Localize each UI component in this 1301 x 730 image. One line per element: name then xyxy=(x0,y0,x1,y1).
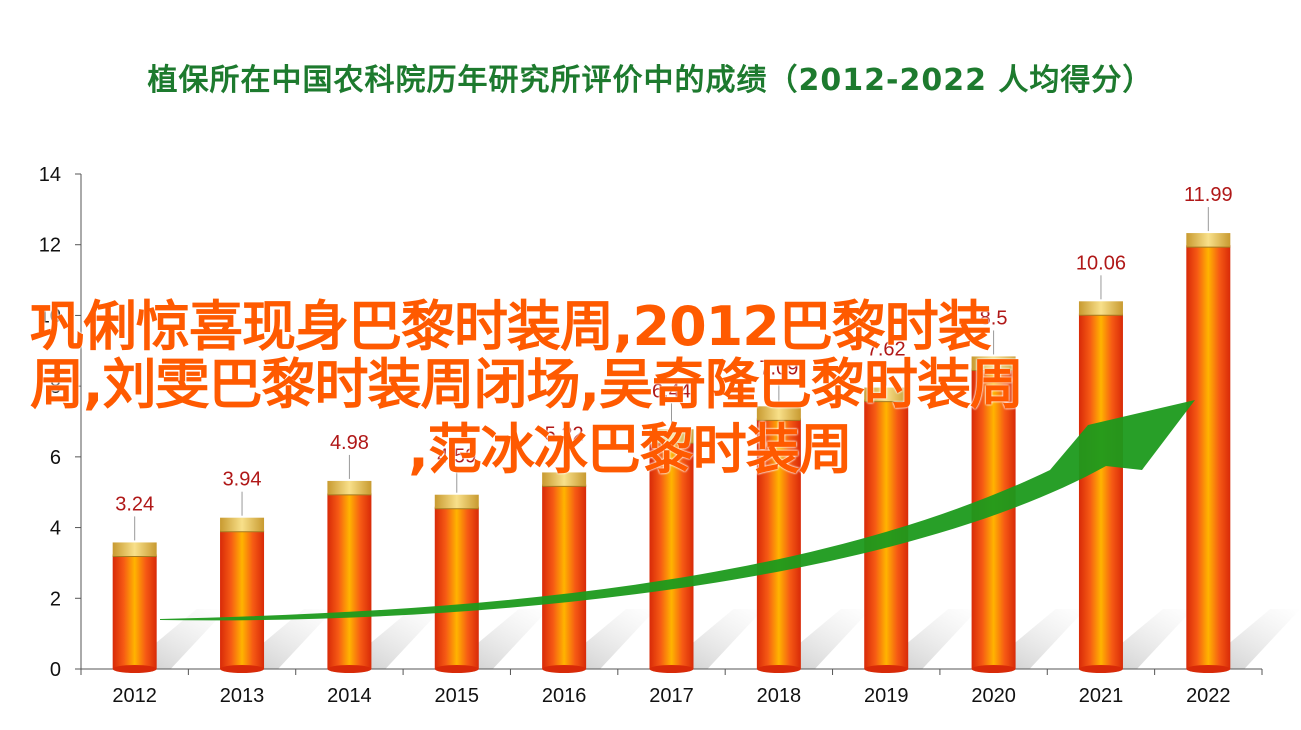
x-tick-label: 2014 xyxy=(327,685,372,707)
x-tick-label: 2021 xyxy=(1079,685,1124,707)
x-tick-label: 2019 xyxy=(864,685,909,707)
overlay-text-line-3: ,范冰冰巴黎时装周 xyxy=(408,418,853,481)
data-label: 11.99 xyxy=(1184,184,1233,206)
x-tick-label: 2017 xyxy=(649,685,694,707)
chart-title: 植保所在中国农科院历年研究所评价中的成绩（2012-2022 人均得分） xyxy=(147,63,1154,98)
bar xyxy=(327,492,372,669)
x-tick-label: 2018 xyxy=(757,685,802,707)
bar-base xyxy=(220,665,265,673)
bar-base xyxy=(434,665,479,673)
x-tick-label: 2015 xyxy=(435,685,480,707)
bar-base xyxy=(1078,665,1123,673)
x-tick-label: 2016 xyxy=(542,685,587,707)
data-label: 7.09 xyxy=(759,357,798,379)
data-label: 10.06 xyxy=(1076,252,1126,274)
x-tick-label: 2013 xyxy=(220,685,265,707)
y-tick-label: 10 xyxy=(39,305,61,327)
bar-base xyxy=(112,665,157,673)
bar-base xyxy=(327,665,372,673)
bar xyxy=(112,554,157,669)
bar-cap xyxy=(1186,233,1231,248)
y-tick-label: 0 xyxy=(50,659,61,681)
overlay-text-line-1: 巩俐惊喜现身巴黎时装周,2012巴黎时装 xyxy=(30,295,992,358)
data-label: 8.5 xyxy=(980,307,1008,329)
bar-cap xyxy=(434,494,479,509)
bar xyxy=(1186,245,1231,669)
bar-cap xyxy=(864,387,909,402)
y-tick-label: 12 xyxy=(39,235,61,257)
data-label: 6.44 xyxy=(652,380,691,402)
data-label: 7.62 xyxy=(867,339,906,361)
data-label: 4.98 xyxy=(330,432,369,454)
bar-base xyxy=(649,665,694,673)
bar-cap xyxy=(971,356,1016,371)
x-tick-label: 2012 xyxy=(112,685,157,707)
bar xyxy=(649,441,694,669)
bar-cap xyxy=(542,472,587,487)
overlay-text-line-2: 周,刘雯巴黎时装周闭场,吴奇隆巴黎时装周 xyxy=(30,353,1024,416)
bar-cap xyxy=(1078,301,1123,316)
bar xyxy=(220,529,265,669)
bar-cap xyxy=(756,406,801,421)
bar xyxy=(542,484,587,669)
y-tick-label: 14 xyxy=(39,164,61,186)
data-label: 3.94 xyxy=(223,469,262,491)
bar xyxy=(434,506,479,669)
data-label: 5.22 xyxy=(545,423,584,445)
y-tick-label: 8 xyxy=(50,376,61,398)
x-tick-label: 2022 xyxy=(1186,685,1231,707)
y-tick-label: 6 xyxy=(50,447,61,469)
growth-arrow xyxy=(160,400,1195,621)
bar-cap xyxy=(649,429,694,444)
y-tick-label: 2 xyxy=(50,588,61,610)
x-tick-label: 2020 xyxy=(971,685,1016,707)
bar xyxy=(756,418,801,669)
data-label: 3.24 xyxy=(115,493,154,515)
bar-base xyxy=(1186,665,1231,673)
bar-base xyxy=(971,665,1016,673)
bar-cap xyxy=(327,480,372,495)
bar-base xyxy=(864,665,909,673)
bar-base xyxy=(542,665,587,673)
bar xyxy=(1078,313,1123,669)
bar-base xyxy=(756,665,801,673)
bar-cap xyxy=(112,542,157,557)
y-tick-label: 4 xyxy=(50,518,61,540)
bar-cap xyxy=(220,517,265,532)
data-label: 4.59 xyxy=(437,446,476,468)
